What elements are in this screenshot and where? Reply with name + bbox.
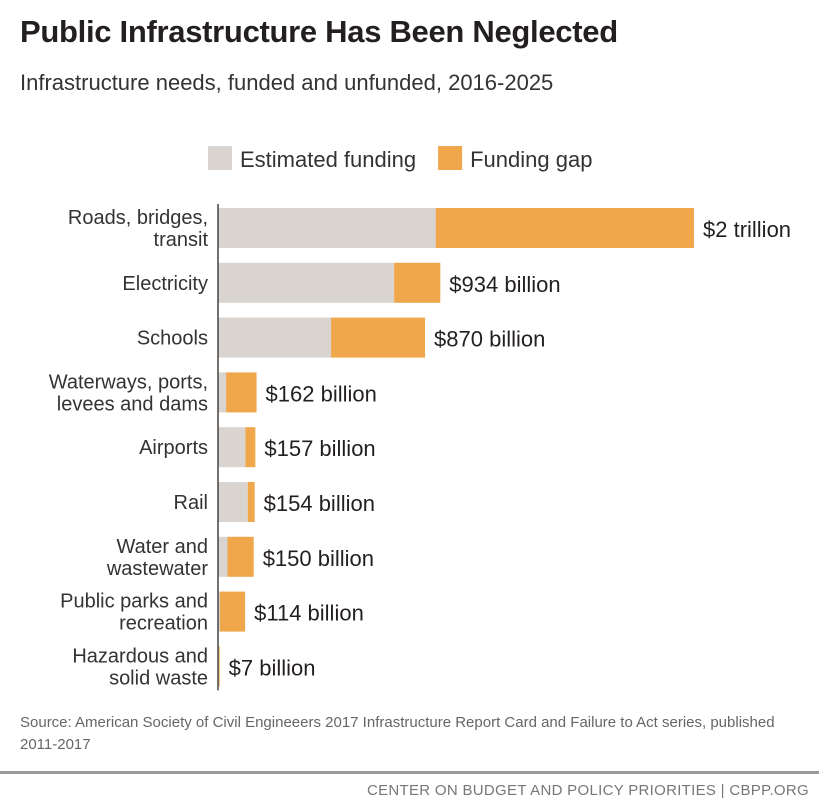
data-label: $870 billion [434,327,545,352]
bar-gap [219,591,246,632]
data-label: $934 billion [449,272,560,297]
category-label: Waterways, ports, levees and dams [49,371,208,415]
bar-funded [218,317,332,358]
bar-gap [394,262,441,303]
bar-funded [218,482,248,522]
legend-label: Estimated funding [240,147,416,172]
bar-gap [245,427,256,468]
bar-gap [226,372,257,413]
data-label: $157 billion [264,436,375,461]
data-label: $7 billion [229,655,316,680]
bar-chart: Estimated funding Funding gap Roads, bridg… [49,146,791,691]
divider [0,771,819,774]
bar-funded [218,262,395,303]
category-label: Schools [137,328,208,350]
bar-funded [218,591,220,632]
legend-swatch [438,146,463,170]
category-label: Hazardous and solid waste [72,645,208,689]
bar-gap [331,317,426,358]
bar-funded [218,427,246,468]
data-label: $162 billion [266,381,377,406]
bar-funded [218,208,436,248]
legend-label: Funding gap [470,147,592,172]
data-label: $114 billion [254,601,364,626]
category-label: Rail [174,492,208,514]
legend-swatch [208,146,232,170]
chart-title: Public Infrastructure Has Been Neglected [20,14,618,49]
category-label: Public parks and recreation [60,591,208,635]
data-label: $150 billion [263,546,374,571]
category-label: Electricity [122,273,208,295]
category-label: Airports [139,437,208,459]
source-note: Source: American Society of Civil Engine… [20,714,775,753]
category-label: Water and wastewater [106,536,208,580]
bar-gap [227,536,254,577]
bar-gap [218,646,220,687]
footer-credit: CENTER ON BUDGET AND POLICY PRIORITIES |… [366,782,809,799]
bar-funded [218,536,228,577]
data-label: $2 trillion [703,217,791,242]
bar-funded [218,372,227,413]
chart-subtitle: Infrastructure needs, funded and unfunde… [20,70,554,95]
bar-gap [247,482,255,522]
category-label: Roads, bridges, transit [68,207,209,251]
bar-gap [435,208,694,248]
data-label: $154 billion [264,491,375,516]
